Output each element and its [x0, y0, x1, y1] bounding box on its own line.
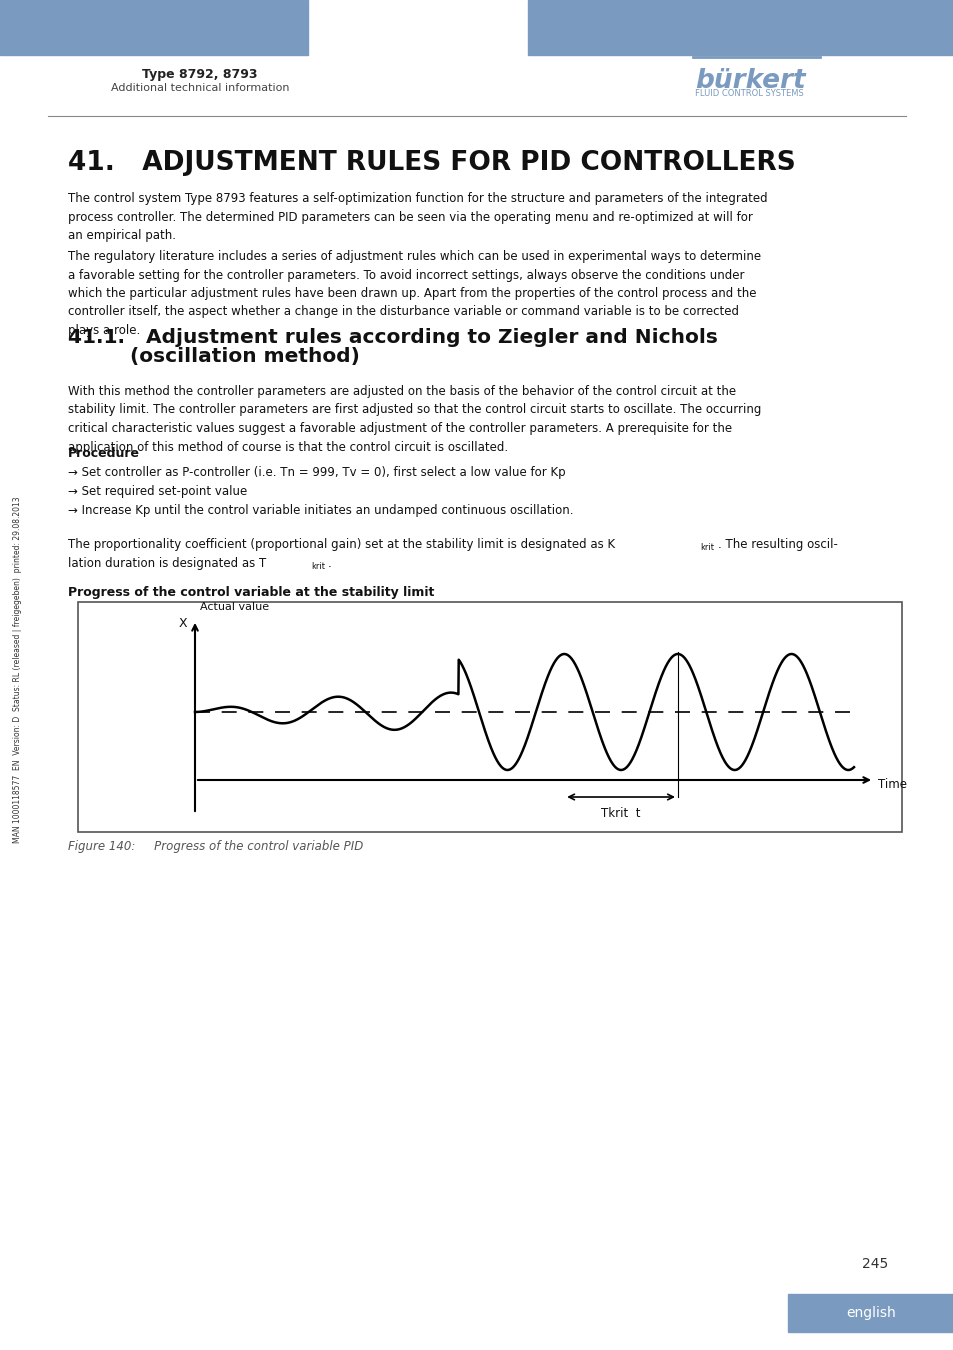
Text: bürkert: bürkert — [695, 68, 804, 94]
Text: krit: krit — [700, 543, 713, 552]
Text: → Set controller as P-controller (i.e. Tn = 999, Tv = 0), first select a low val: → Set controller as P-controller (i.e. T… — [68, 466, 565, 479]
Bar — [0, 0, 308, 55]
Text: X: X — [178, 617, 187, 630]
Text: MAN 1000118577  EN  Version: D  Status: RL (released | freigegeben)  printed: 29: MAN 1000118577 EN Version: D Status: RL … — [13, 497, 23, 844]
Text: 245: 245 — [861, 1257, 887, 1270]
Text: 41.   ADJUSTMENT RULES FOR PID CONTROLLERS: 41. ADJUSTMENT RULES FOR PID CONTROLLERS — [68, 150, 795, 176]
Text: Procedure: Procedure — [68, 447, 140, 460]
Text: . The resulting oscil-: . The resulting oscil- — [718, 539, 837, 551]
Text: → Increase Kp until the control variable initiates an undamped continuous oscill: → Increase Kp until the control variable… — [68, 504, 573, 517]
Text: FLUID CONTROL SYSTEMS: FLUID CONTROL SYSTEMS — [695, 89, 803, 99]
Text: Additional technical information: Additional technical information — [111, 82, 289, 93]
Text: 41.1.   Adjustment rules according to Ziegler and Nichols: 41.1. Adjustment rules according to Zieg… — [68, 328, 717, 347]
Text: english: english — [845, 1305, 895, 1320]
Bar — [78, 602, 901, 832]
Text: The proportionality coefficient (proportional gain) set at the stability limit i: The proportionality coefficient (proport… — [68, 539, 615, 551]
Bar — [787, 1295, 953, 1332]
Text: With this method the controller parameters are adjusted on the basis of the beha: With this method the controller paramete… — [68, 385, 760, 454]
Text: → Set required set-point value: → Set required set-point value — [68, 485, 247, 498]
Text: Time: Time — [877, 778, 906, 791]
Text: Figure 140:     Progress of the control variable PID: Figure 140: Progress of the control vari… — [68, 840, 363, 853]
Text: Type 8792, 8793: Type 8792, 8793 — [142, 68, 257, 81]
Text: (oscillation method): (oscillation method) — [130, 347, 359, 366]
Text: The control system Type 8793 features a self-optimization function for the struc: The control system Type 8793 features a … — [68, 192, 767, 242]
Text: Actual value: Actual value — [200, 602, 269, 612]
Text: .: . — [328, 558, 332, 570]
Text: Tkrit  t: Tkrit t — [600, 807, 640, 819]
Text: krit: krit — [311, 562, 325, 571]
Text: The regulatory literature includes a series of adjustment rules which can be use: The regulatory literature includes a ser… — [68, 250, 760, 338]
Text: Progress of the control variable at the stability limit: Progress of the control variable at the … — [68, 586, 434, 599]
Text: lation duration is designated as T: lation duration is designated as T — [68, 558, 266, 570]
Bar — [527, 0, 953, 55]
Text: · · ·: · · · — [692, 54, 707, 63]
